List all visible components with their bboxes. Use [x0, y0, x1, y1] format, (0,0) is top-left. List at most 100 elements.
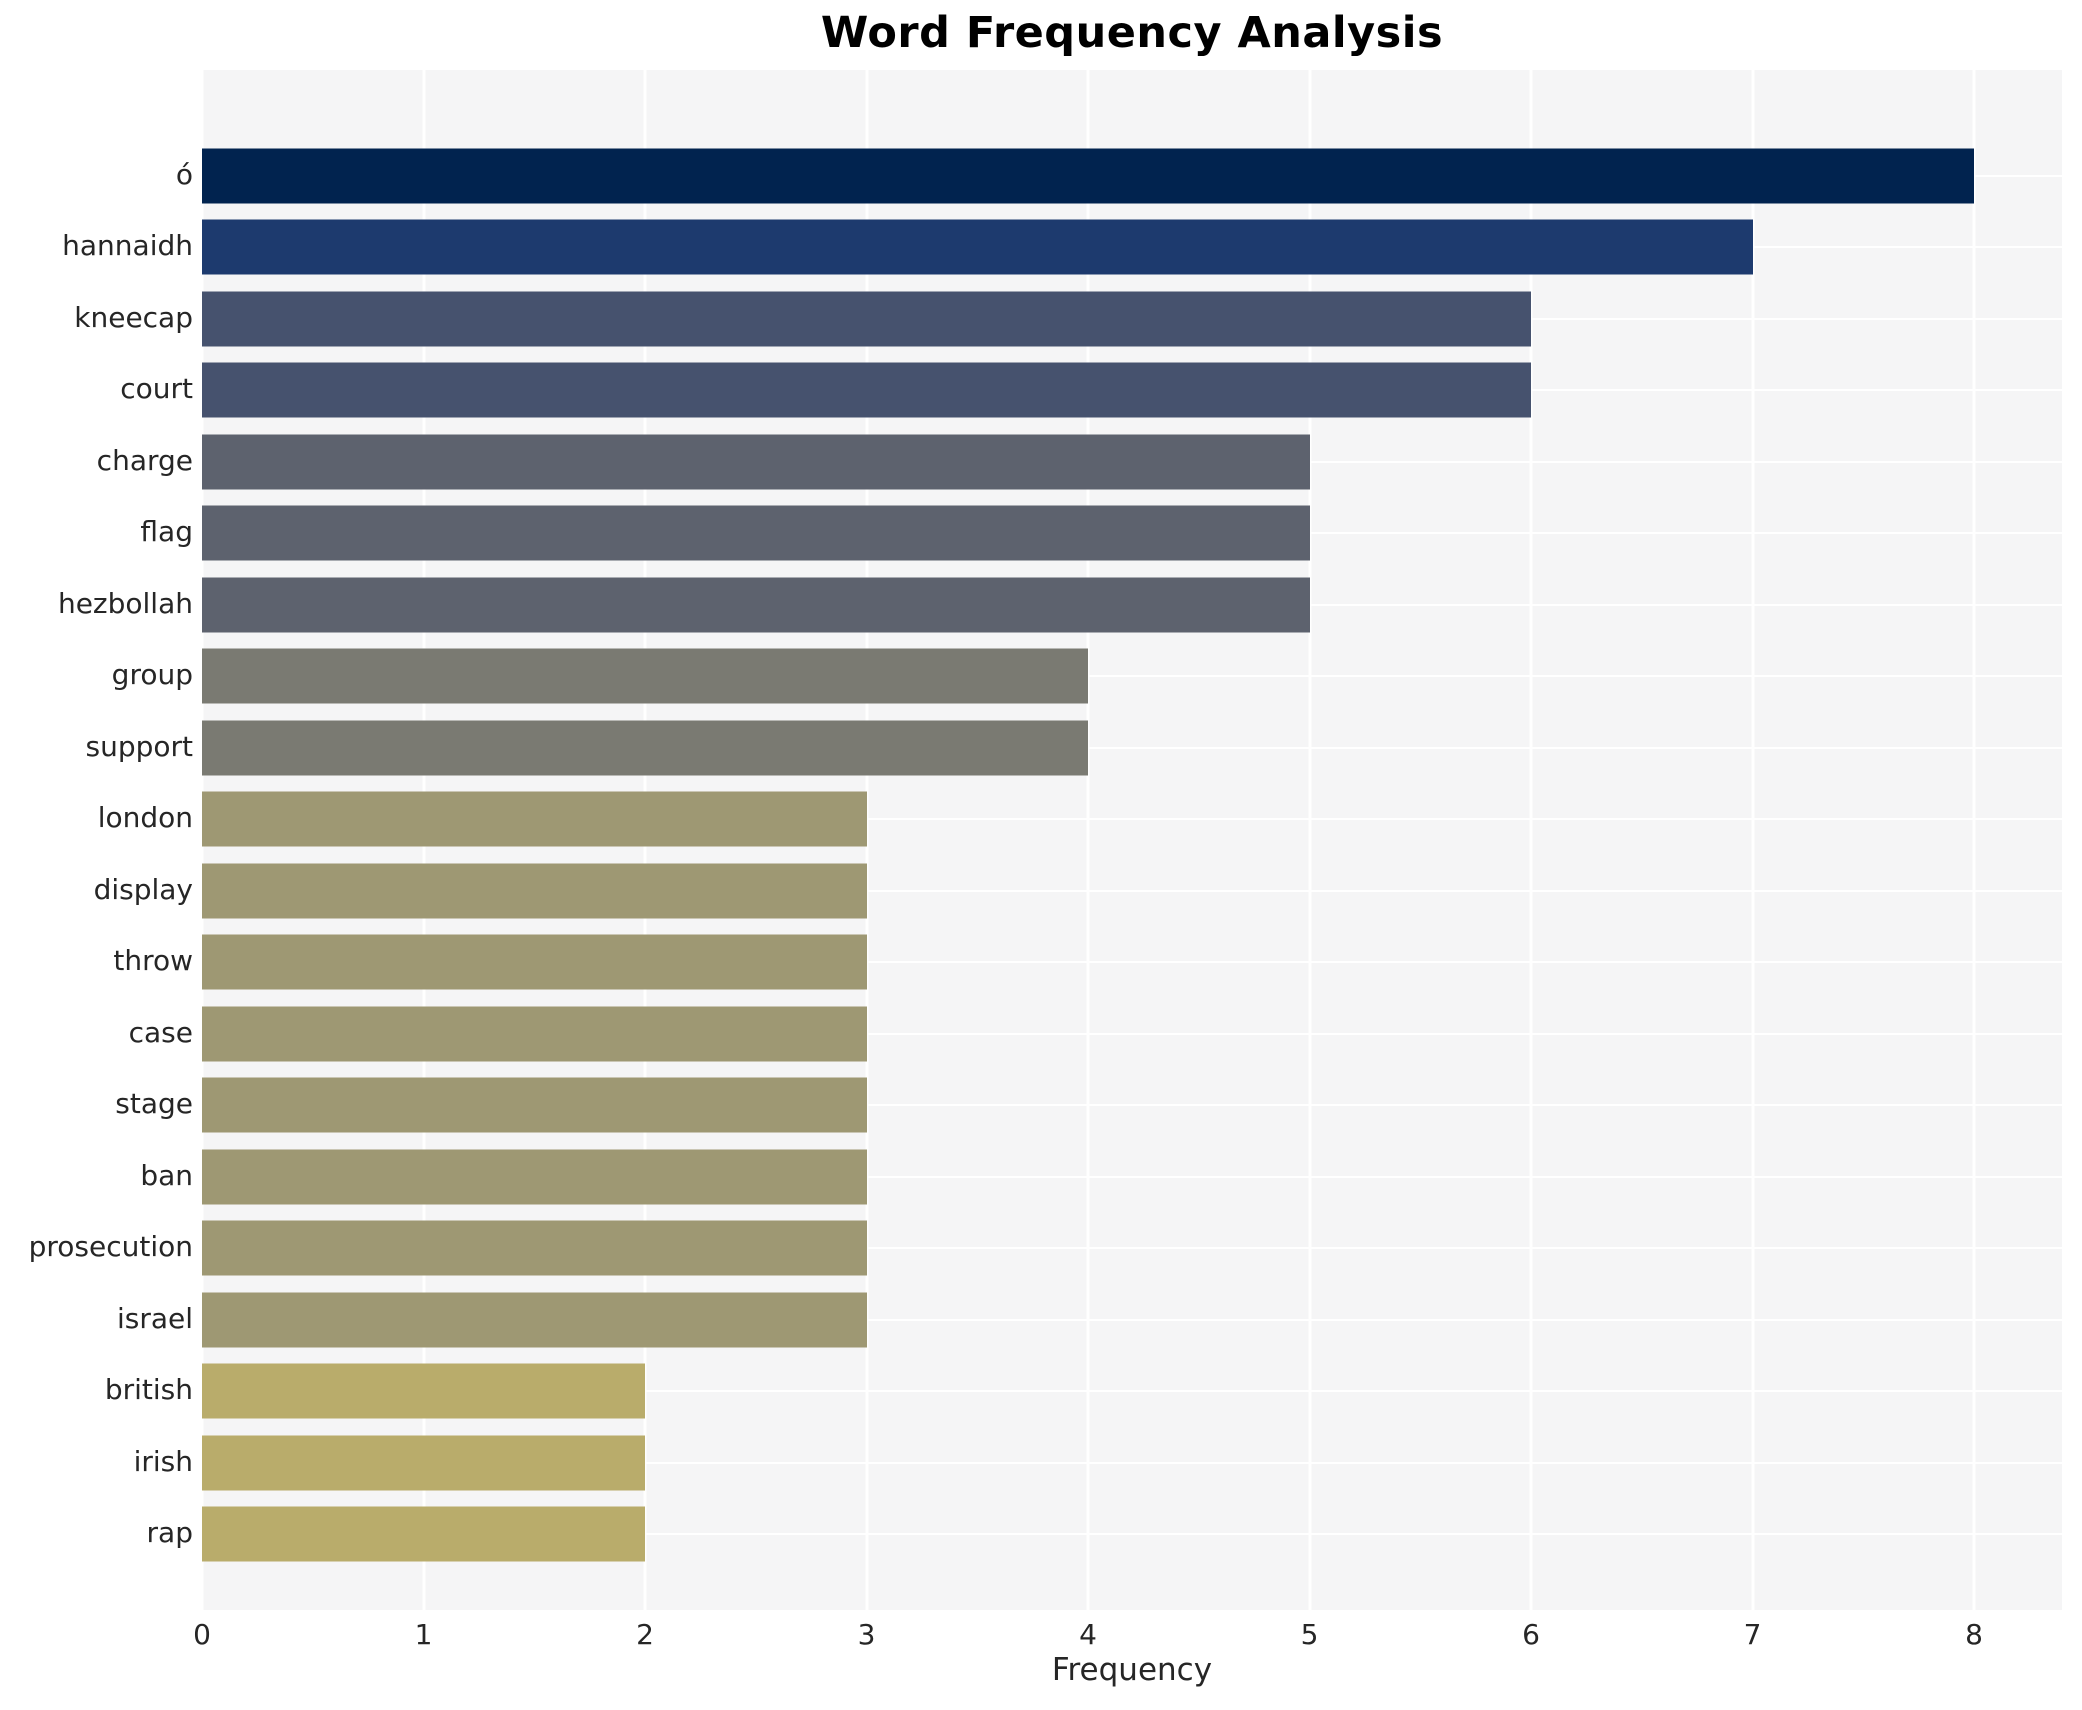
category-label: case	[128, 1015, 193, 1049]
bar-track	[202, 291, 2062, 347]
bars-container: ó hannaidh kneecap court charge flag hezbollah…	[0, 140, 2082, 1570]
bar-row: ban	[0, 1141, 2082, 1213]
y-gridline	[202, 746, 2062, 749]
x-axis-ticks: 0 1 2 3 4 5 6 7 8	[0, 1618, 2082, 1658]
bar-track	[202, 1006, 2062, 1062]
category-label: kneecap	[74, 300, 193, 334]
bar-track	[202, 863, 2062, 919]
bar-row: hannaidh	[0, 212, 2082, 284]
y-gridline	[202, 1390, 2062, 1393]
x-tick-label: 4	[1079, 1618, 1097, 1651]
x-axis-label: Frequency	[1051, 1652, 1213, 1688]
chart-title: Word Frequency Analysis	[820, 8, 1444, 58]
bar-row: israel	[0, 1284, 2082, 1356]
bar	[202, 577, 1310, 633]
x-gridline	[1972, 70, 1976, 1610]
category-label: group	[111, 658, 193, 692]
x-gridline	[1308, 70, 1311, 1610]
y-gridline	[202, 1533, 2062, 1536]
bar	[202, 434, 1310, 490]
category-label: rap	[146, 1516, 193, 1550]
category-label: london	[97, 801, 193, 835]
bar-row: case	[0, 998, 2082, 1070]
bar-track	[202, 362, 2062, 418]
bar-row: irish	[0, 1427, 2082, 1499]
bar	[202, 1506, 645, 1562]
bar-track	[202, 934, 2062, 990]
bar-track	[202, 1435, 2062, 1491]
bar	[202, 219, 1753, 275]
bar-track	[202, 791, 2062, 847]
x-tick-label: 8	[1965, 1618, 1983, 1651]
x-gridline	[865, 70, 868, 1610]
bar-row: hezbollah	[0, 569, 2082, 641]
bar-track	[202, 1149, 2062, 1205]
bar-row: support	[0, 712, 2082, 784]
bar-row: ó	[0, 140, 2082, 212]
y-gridline	[202, 889, 2062, 892]
x-tick-label: 0	[193, 1618, 211, 1651]
category-label: charge	[96, 443, 193, 477]
bar-row: stage	[0, 1070, 2082, 1142]
bar-row: kneecap	[0, 283, 2082, 355]
category-label: stage	[115, 1087, 193, 1121]
x-gridline	[1529, 70, 1533, 1610]
bar-row: flag	[0, 498, 2082, 570]
y-gridline	[202, 1175, 2062, 1178]
x-tick-label: 7	[1743, 1618, 1762, 1651]
y-gridline	[202, 961, 2062, 964]
y-gridline	[202, 1461, 2062, 1464]
bar-track	[202, 505, 2062, 561]
bar	[202, 934, 867, 990]
bar	[202, 720, 1088, 776]
bar-row: court	[0, 355, 2082, 427]
bar-row: prosecution	[0, 1213, 2082, 1285]
bar	[202, 791, 867, 847]
bar	[202, 291, 1531, 347]
bar-row: british	[0, 1356, 2082, 1428]
y-gridline	[202, 1247, 2062, 1250]
bar	[202, 1149, 867, 1205]
bar	[202, 1220, 867, 1276]
bar	[202, 648, 1088, 704]
bar-row: charge	[0, 426, 2082, 498]
category-label: british	[104, 1373, 193, 1407]
bar-track	[202, 720, 2062, 776]
category-label: support	[85, 729, 193, 763]
category-label: prosecution	[28, 1230, 193, 1264]
bar-track	[202, 1220, 2062, 1276]
bar-track	[202, 1077, 2062, 1133]
bar-row: rap	[0, 1499, 2082, 1571]
y-gridline	[202, 1032, 2062, 1035]
x-tick-label: 2	[636, 1618, 654, 1651]
bar	[202, 1435, 645, 1491]
y-gridline	[202, 818, 2062, 821]
bar-track	[202, 1506, 2062, 1562]
y-gridline	[202, 1104, 2062, 1107]
y-gridline	[202, 1318, 2062, 1321]
bar-track	[202, 434, 2062, 490]
x-tick-label: 6	[1522, 1618, 1540, 1651]
bar	[202, 1363, 645, 1419]
x-tick-label: 3	[857, 1618, 876, 1651]
category-label: flag	[140, 515, 193, 549]
category-label: hannaidh	[62, 229, 193, 263]
bar-track	[202, 577, 2062, 633]
x-gridline	[1751, 70, 1754, 1610]
bar-row: london	[0, 784, 2082, 856]
x-gridline	[1086, 70, 1090, 1610]
bar	[202, 863, 867, 919]
category-label: irish	[133, 1444, 193, 1478]
category-label: ban	[140, 1158, 193, 1192]
bar-row: display	[0, 855, 2082, 927]
x-tick-label: 1	[414, 1618, 433, 1651]
category-label: display	[93, 872, 193, 906]
category-label: court	[120, 372, 193, 406]
category-label: ó	[175, 157, 193, 191]
bar	[202, 1292, 867, 1348]
bar-track	[202, 1292, 2062, 1348]
bar	[202, 362, 1531, 418]
bar	[202, 1077, 867, 1133]
bar-row: throw	[0, 927, 2082, 999]
